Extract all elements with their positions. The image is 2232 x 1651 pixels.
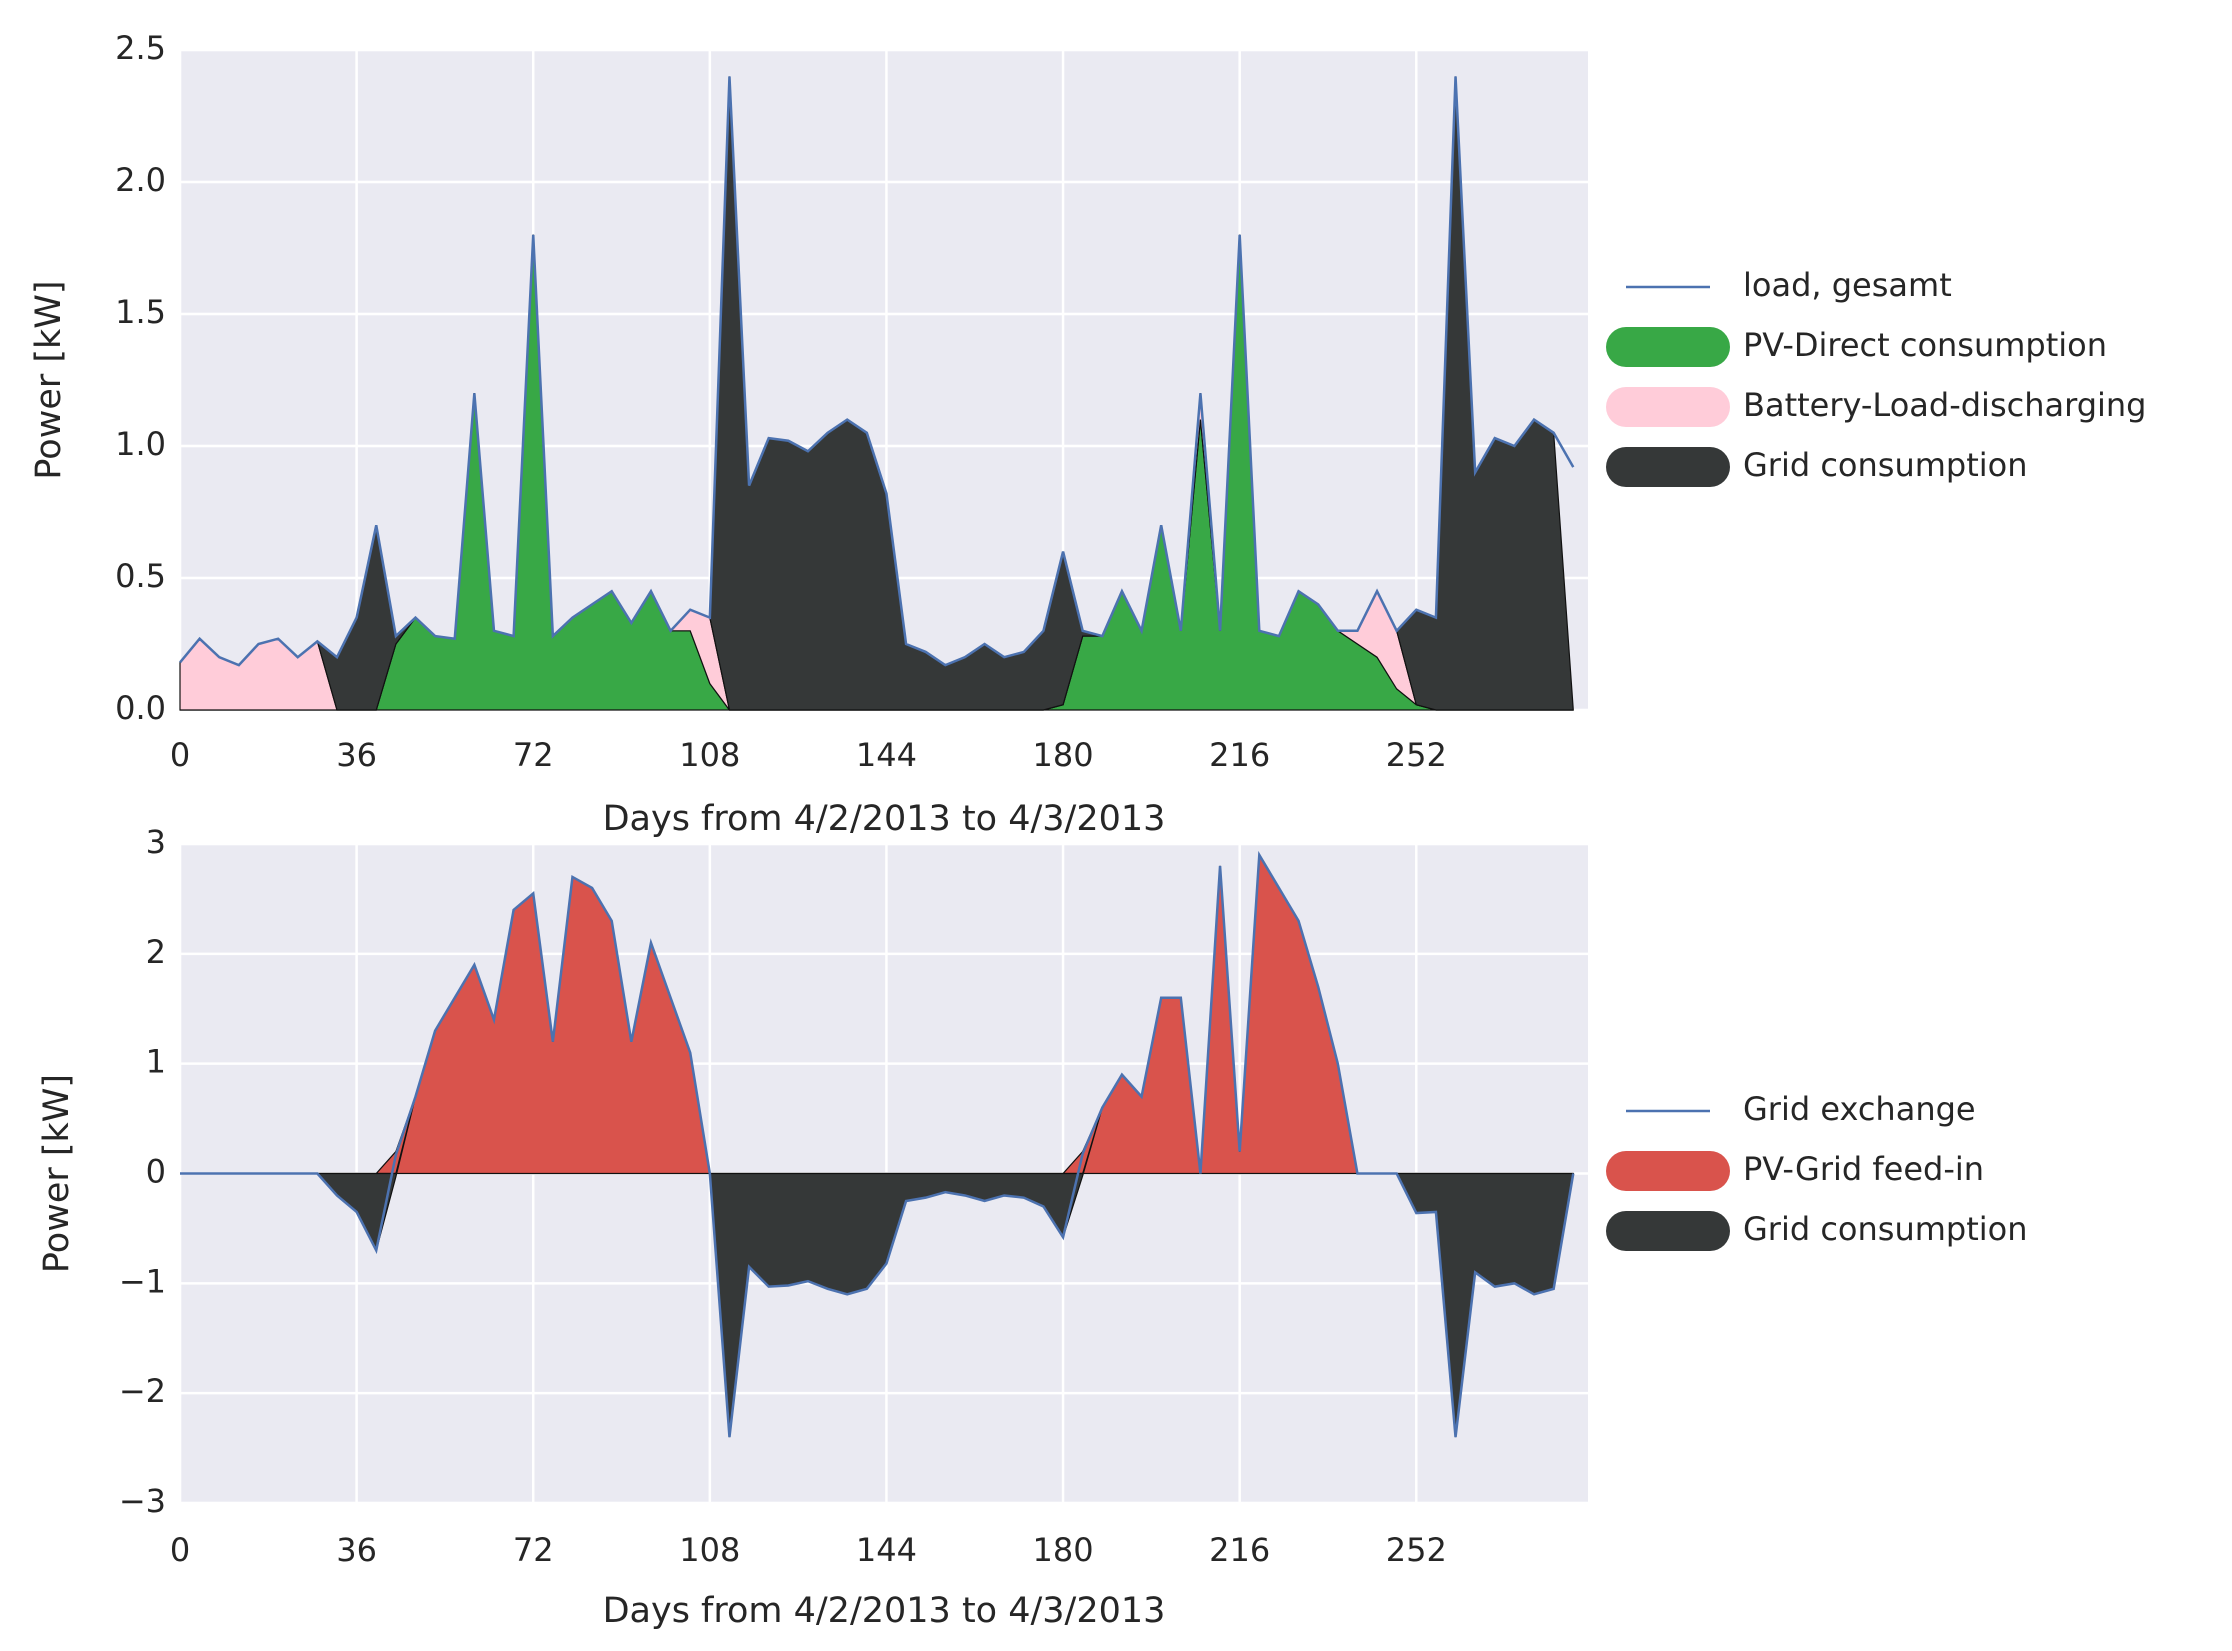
x-tick-label: 72 [513, 1531, 554, 1569]
legend-label: load, gesamt [1743, 266, 1952, 304]
x-tick-label: 180 [1033, 1531, 1094, 1569]
x-tick-label: 144 [856, 1531, 917, 1569]
x-tick-label: 180 [1033, 736, 1094, 774]
y-tick-label: 0.5 [115, 557, 166, 595]
x-tick-label: 252 [1386, 1531, 1447, 1569]
x-tick-label: 108 [679, 736, 740, 774]
x-tick-label: 0 [170, 1531, 190, 1569]
legend-label: PV-Grid feed-in [1743, 1150, 1984, 1188]
legend-label: PV-Direct consumption [1743, 326, 2107, 364]
legend-label: Grid exchange [1743, 1090, 1976, 1128]
x-axis-label: Days from 4/2/2013 to 4/3/2013 [603, 799, 1166, 839]
y-tick-label: 1.0 [115, 425, 166, 463]
y-tick-label: −1 [119, 1262, 166, 1300]
legend-label: Battery-Load-discharging [1743, 386, 2146, 424]
y-axis-label: Power [kW] [37, 1074, 77, 1273]
x-tick-label: 144 [856, 736, 917, 774]
y-tick-label: 0 [146, 1153, 166, 1191]
x-tick-label: 252 [1386, 736, 1447, 774]
line [179, 76, 1575, 667]
legend-label: Grid consumption [1743, 1210, 2028, 1248]
line [180, 850, 1575, 1438]
x-tick-label: 108 [679, 1531, 740, 1569]
x-tick-label: 72 [513, 736, 554, 774]
x-tick-label: 216 [1209, 1531, 1270, 1569]
legend-label: Grid consumption [1743, 446, 2028, 484]
x-tick-label: 0 [170, 736, 190, 774]
y-tick-label: 1.5 [115, 293, 166, 331]
y-tick-label: 2.0 [115, 161, 166, 199]
y-tick-label: 3 [146, 823, 166, 861]
y-axis-label: Power [kW] [29, 280, 69, 479]
y-tick-label: 1 [146, 1043, 166, 1081]
y-tick-label: 0.0 [115, 689, 166, 727]
y-tick-label: 2.5 [115, 29, 166, 67]
x-tick-label: 216 [1209, 736, 1270, 774]
y-tick-label: −3 [119, 1482, 166, 1520]
x-axis-label: Days from 4/2/2013 to 4/3/2013 [603, 1591, 1166, 1631]
x-tick-label: 36 [336, 736, 377, 774]
y-tick-label: 2 [146, 933, 166, 971]
y-tick-label: −2 [119, 1372, 166, 1410]
x-tick-label: 36 [336, 1531, 377, 1569]
